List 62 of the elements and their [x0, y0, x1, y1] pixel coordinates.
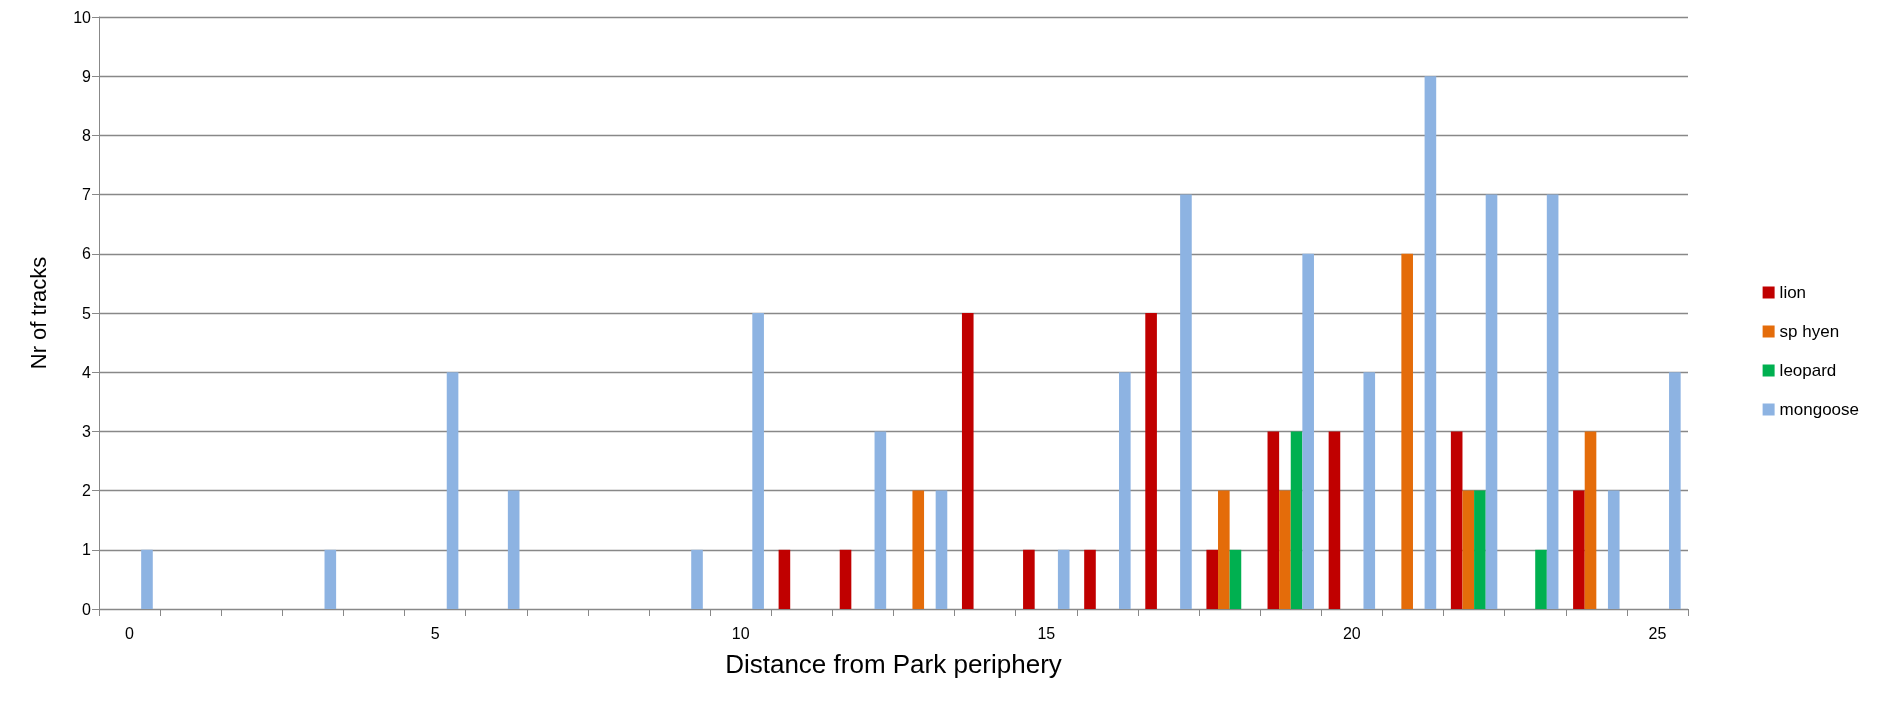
y-tick-label: 3 — [82, 422, 92, 440]
bar — [1546, 194, 1559, 609]
bar — [446, 372, 459, 609]
x-tick-label: 15 — [1037, 624, 1056, 642]
bar — [691, 549, 703, 609]
x-tick-label: 25 — [1648, 624, 1667, 642]
bar — [324, 549, 337, 609]
y-tick-label: 0 — [82, 600, 92, 618]
bar — [1401, 253, 1413, 609]
y-axis-title: Nr of tracks — [25, 256, 51, 370]
x-tick-label: 0 — [125, 624, 135, 642]
bar — [141, 549, 153, 609]
bar — [752, 313, 764, 609]
bar — [1267, 431, 1280, 609]
bar — [1023, 549, 1035, 609]
bar — [1424, 76, 1437, 609]
y-tick-label: 2 — [82, 482, 92, 500]
bar — [1669, 372, 1681, 609]
bar — [1206, 549, 1219, 609]
x-tick-label: 5 — [430, 624, 440, 642]
bar — [1218, 490, 1230, 609]
bar — [1462, 490, 1475, 609]
bar — [1363, 372, 1376, 609]
bar — [935, 490, 948, 609]
bar — [1279, 490, 1291, 609]
bar — [912, 490, 925, 609]
bar — [1584, 431, 1597, 609]
bar — [1290, 431, 1303, 609]
y-tick-label: 8 — [82, 126, 92, 144]
legend-label: mongoose — [1779, 400, 1859, 419]
x-tick-label: 10 — [731, 624, 750, 642]
bar — [1535, 549, 1547, 609]
y-tick-label: 7 — [82, 186, 92, 204]
bar — [961, 313, 974, 609]
bar — [778, 549, 791, 609]
y-tick-label: 6 — [82, 245, 92, 263]
bar — [1229, 549, 1242, 609]
legend-label: lion — [1779, 283, 1807, 302]
y-tick-label: 4 — [82, 363, 92, 381]
bar — [1302, 253, 1314, 609]
bar — [1328, 431, 1341, 609]
y-tick-label: 1 — [82, 541, 92, 559]
y-tick-label: 9 — [82, 67, 92, 85]
bar — [1057, 549, 1070, 609]
legend-label: sp hyen — [1779, 322, 1840, 341]
bar — [1145, 313, 1157, 609]
bar — [1450, 431, 1463, 609]
bar — [1485, 194, 1498, 609]
bar — [874, 431, 887, 609]
bar — [1119, 372, 1131, 609]
bar — [507, 490, 520, 609]
legend-label: leopard — [1779, 361, 1837, 380]
bar — [1573, 490, 1585, 609]
y-tick-label: 10 — [73, 8, 92, 26]
x-axis-title: Distance from Park periphery — [725, 649, 1062, 679]
bar — [1474, 490, 1486, 609]
y-tick-label: 5 — [82, 304, 92, 322]
x-tick-label: 20 — [1342, 624, 1361, 642]
bar — [1607, 490, 1620, 609]
bar — [839, 549, 852, 609]
bar — [1084, 549, 1096, 609]
bar — [1180, 194, 1192, 609]
